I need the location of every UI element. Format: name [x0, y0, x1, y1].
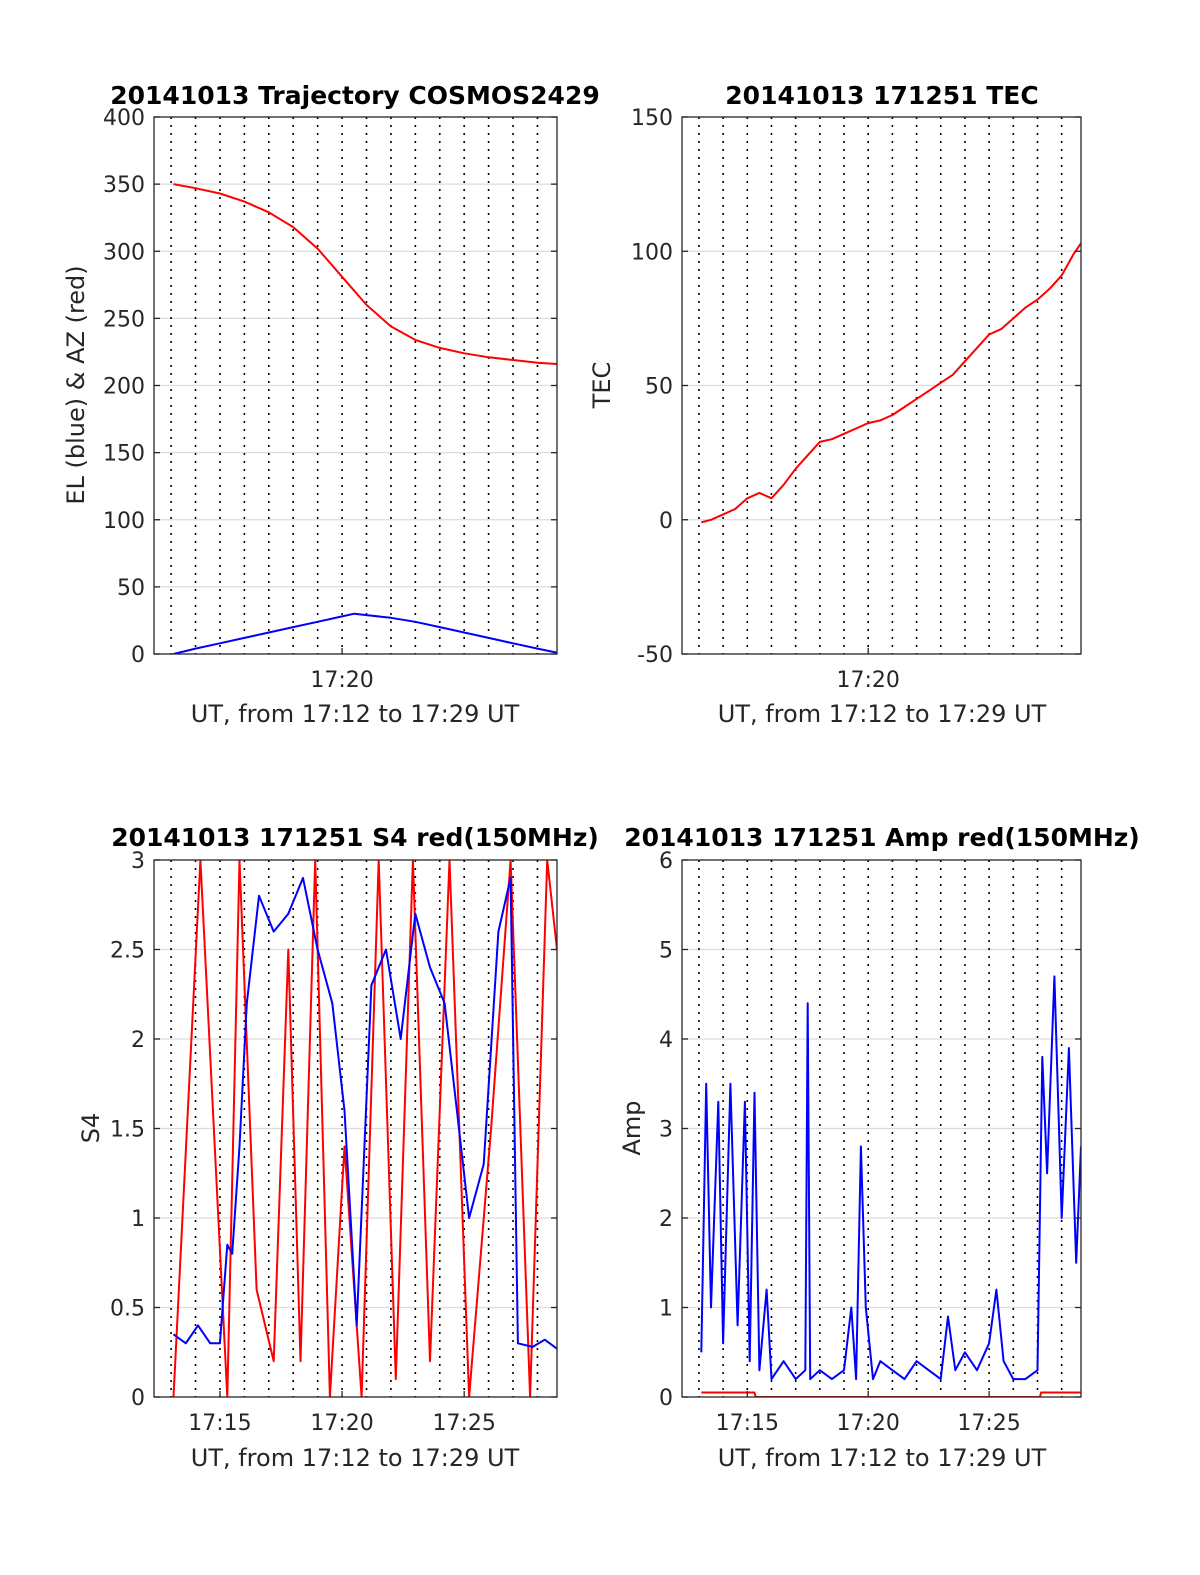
x-axis-label: UT, from 17:12 to 17:29 UT	[191, 1444, 520, 1472]
y-tick-label: 3	[131, 849, 145, 874]
y-tick-label: 350	[103, 173, 145, 198]
y-axis-label: TEC	[588, 362, 616, 410]
y-tick-label: 100	[103, 509, 145, 534]
panel-trajectory: 20141013 Trajectory COSMOS2429 0 50 100 150…	[62, 81, 600, 728]
y-tick-label: 400	[103, 106, 145, 131]
panel-tec: 20141013 171251 TEC -50 0 50 100 150 17:20 TE…	[588, 81, 1082, 728]
plot-area	[701, 242, 1081, 524]
panel-title: 20141013 171251 TEC	[725, 81, 1038, 110]
y-tick-label: 4	[659, 1028, 673, 1053]
x-tick-label: 17:25	[957, 1411, 1020, 1436]
y-tick-label: 1.5	[110, 1118, 145, 1143]
y-tick-label: 300	[103, 240, 145, 265]
x-tick-label: 17:25	[432, 1411, 495, 1436]
y-tick-label: 2.5	[110, 939, 145, 964]
panel-title: 20141013 Trajectory COSMOS2429	[110, 81, 600, 110]
y-tick-label: 1	[659, 1297, 673, 1322]
plot-area	[700, 975, 1081, 1397]
y-axis-label: S4	[77, 1113, 105, 1144]
panel-s4: 20141013 171251 S4 red(150MHz) 0 0.5 1 1.5 2…	[77, 823, 599, 1472]
series-line	[701, 1391, 1081, 1397]
axis-ticks: -50 0 50 100 150 17:20	[631, 106, 1081, 693]
x-axis-label: UT, from 17:12 to 17:29 UT	[718, 700, 1047, 728]
y-tick-label: 0	[131, 643, 145, 668]
y-tick-label: 2	[659, 1207, 673, 1232]
y-tick-label: 2	[131, 1028, 145, 1053]
series-line	[701, 242, 1081, 524]
gridlines	[154, 117, 557, 654]
x-axis-label: UT, from 17:12 to 17:29 UT	[191, 700, 520, 728]
y-tick-label: 0	[659, 509, 673, 534]
axis-ticks: 0 50 100 150 200 250 300 350 400 17:20	[103, 106, 557, 693]
series-line	[700, 975, 1081, 1381]
y-tick-label: 6	[659, 849, 673, 874]
plot-area	[172, 860, 557, 1397]
plot-area	[173, 183, 557, 654]
x-tick-label: 17:20	[310, 668, 373, 693]
axis-ticks: 0 0.5 1 1.5 2 2.5 3 17:15 17:20 17:25	[110, 849, 557, 1436]
panel-title: 20141013 171251 S4 red(150MHz)	[111, 823, 599, 852]
y-tick-label: 3	[659, 1118, 673, 1143]
axis-ticks: 0 1 2 3 4 5 6 17:15 17:20 17:25	[659, 849, 1081, 1436]
y-tick-label: 250	[103, 307, 145, 332]
y-tick-label: 100	[631, 240, 673, 265]
y-tick-label: 0	[659, 1386, 673, 1411]
series-line	[172, 860, 557, 1397]
y-tick-label: 1	[131, 1207, 145, 1232]
y-tick-label: 5	[659, 939, 673, 964]
y-tick-label: 0.5	[110, 1297, 145, 1322]
y-axis-label: EL (blue) & AZ (red)	[62, 265, 90, 504]
gridlines	[682, 860, 1081, 1397]
y-tick-label: 0	[131, 1386, 145, 1411]
x-tick-label: 17:20	[836, 668, 899, 693]
y-tick-label: 150	[103, 442, 145, 467]
x-tick-label: 17:15	[716, 1411, 779, 1436]
x-tick-label: 17:20	[310, 1411, 373, 1436]
y-tick-label: 50	[117, 576, 145, 601]
gridlines	[682, 117, 1081, 654]
y-tick-label: 50	[645, 375, 673, 400]
y-axis-label: Amp	[618, 1100, 646, 1155]
x-tick-label: 17:15	[188, 1411, 251, 1436]
y-tick-label: -50	[637, 643, 673, 668]
panel-title: 20141013 171251 Amp red(150MHz)	[624, 823, 1140, 852]
series-line	[172, 876, 557, 1350]
x-axis-label: UT, from 17:12 to 17:29 UT	[718, 1444, 1047, 1472]
series-line	[173, 183, 557, 365]
x-tick-label: 17:20	[836, 1411, 899, 1436]
y-tick-label: 150	[631, 106, 673, 131]
series-line	[173, 612, 557, 654]
y-tick-label: 200	[103, 375, 145, 400]
panel-amp: 20141013 171251 Amp red(150MHz) 0 1 2 3 4 5 6 1…	[618, 823, 1140, 1472]
